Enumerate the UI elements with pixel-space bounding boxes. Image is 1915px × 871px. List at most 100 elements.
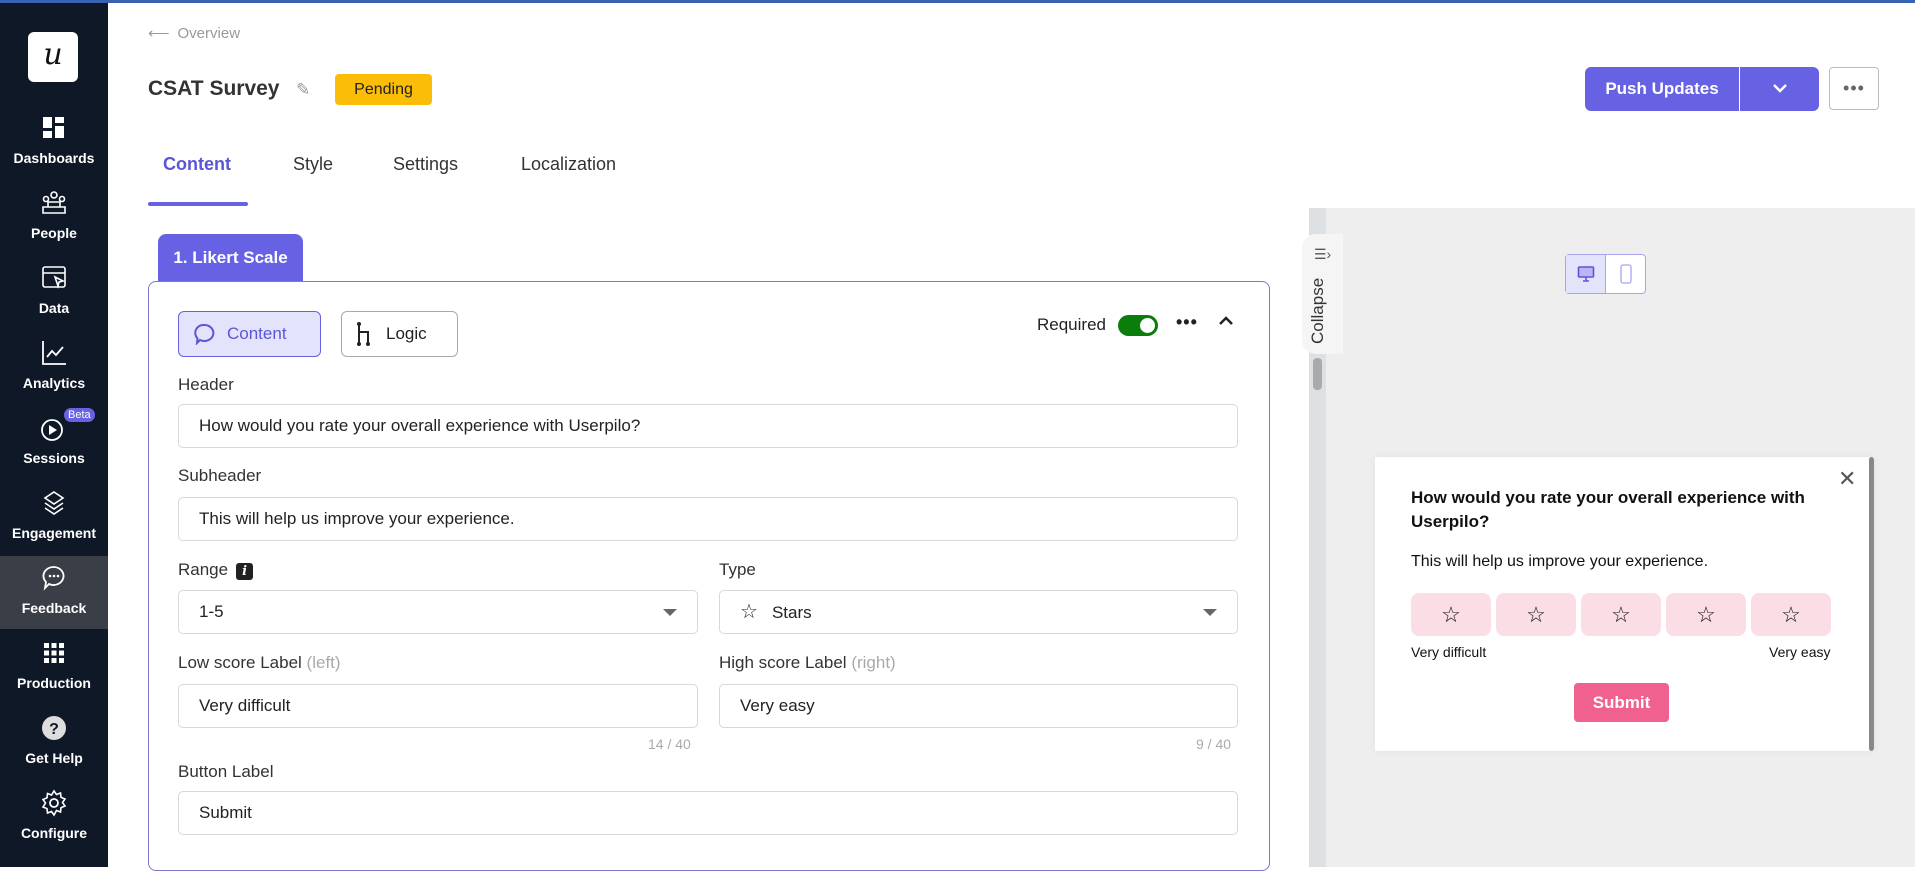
tab-style[interactable]: Style [293, 154, 334, 174]
sidebar-item-label: Data [38, 300, 70, 316]
breadcrumb-overview[interactable]: ⟵ Overview [148, 24, 240, 42]
type-label: Type [719, 560, 756, 579]
step-tab-likert-scale[interactable]: 1. Likert Scale [158, 234, 303, 282]
sidebar-item-sessions[interactable]: Beta Sessions [0, 406, 108, 479]
sidebar-item-engagement[interactable]: Engagement [0, 481, 108, 554]
range-label-row: Range i [178, 560, 254, 580]
rating-star-1[interactable]: ☆ [1411, 593, 1491, 636]
help-icon: ? [42, 716, 66, 740]
dashboard-icon [43, 117, 64, 138]
step-more-icon[interactable]: ••• [1176, 312, 1198, 332]
caret-down-icon [663, 609, 677, 616]
preview-low-label: Very difficult [1411, 644, 1487, 660]
push-updates-button[interactable]: Push Updates [1585, 67, 1740, 111]
sidebar-item-label: Engagement [11, 525, 96, 541]
rating-star-5[interactable]: ☆ [1751, 593, 1831, 636]
chevron-down-icon [1772, 84, 1787, 93]
sidebar-item-label: Configure [20, 825, 88, 841]
type-select[interactable]: ☆ Stars [719, 590, 1238, 634]
rating-star-2[interactable]: ☆ [1496, 593, 1576, 636]
tab-content[interactable]: Content [163, 154, 231, 174]
header-input[interactable]: How would you rate your overall experien… [178, 404, 1238, 448]
low-score-input[interactable]: Very difficult [178, 684, 698, 728]
scrollbar-thumb[interactable] [1313, 358, 1322, 390]
sidebar-item-label: Feedback [21, 600, 87, 616]
sidebar-item-feedback[interactable]: Feedback [0, 556, 108, 629]
button-label-label: Button Label [178, 762, 274, 781]
rating-star-3[interactable]: ☆ [1581, 593, 1661, 636]
content-mode-button[interactable]: Content [178, 311, 321, 357]
sidebar-item-label: Get Help [25, 750, 83, 766]
preview-scrollbar[interactable] [1869, 457, 1874, 751]
play-icon [41, 419, 63, 441]
range-label: Range [178, 560, 229, 579]
preview-submit-button[interactable]: Submit [1574, 683, 1669, 722]
grid-icon [44, 643, 64, 663]
rating-star-4[interactable]: ☆ [1666, 593, 1746, 636]
low-score-label: Low score Label (left) [178, 653, 341, 672]
breadcrumb-label: Overview [177, 25, 241, 42]
sidebar-item-analytics[interactable]: Analytics [0, 331, 108, 404]
active-tab-indicator [148, 202, 248, 206]
page-title: CSAT Survey [148, 77, 280, 100]
gear-icon [41, 789, 67, 817]
range-select[interactable]: 1-5 [178, 590, 698, 634]
analytics-icon [42, 341, 66, 365]
edit-pencil-icon[interactable]: ✎ [296, 80, 311, 99]
type-value: Stars [771, 603, 812, 622]
sidebar-item-label: Analytics [22, 375, 86, 391]
menu-chevron-right-icon: ☰› [1314, 246, 1332, 262]
chevron-up-icon[interactable] [1218, 310, 1234, 331]
arrow-left-icon: ⟵ [148, 25, 170, 42]
high-score-label: High score Label (right) [719, 653, 896, 672]
content-mode-label: Content [227, 324, 287, 343]
high-score-counter: 9 / 40 [1196, 736, 1232, 752]
range-value: 1-5 [199, 602, 224, 621]
collapse-label: Collapse [1308, 277, 1327, 344]
preview-title: How would you rate your overall experien… [1411, 488, 1805, 531]
info-icon[interactable]: i [236, 563, 254, 580]
userpilot-logo[interactable]: u [28, 32, 78, 82]
sidebar: u Dashboards People Data Analytics Beta Sessi… [0, 3, 108, 867]
mobile-icon [1619, 264, 1632, 284]
push-updates-dropdown[interactable] [1740, 67, 1819, 111]
subheader-label: Subheader [178, 466, 262, 485]
branch-icon [357, 322, 370, 346]
logic-mode-button[interactable]: Logic [341, 311, 458, 357]
required-toggle[interactable] [1118, 315, 1158, 336]
collapse-panel-button[interactable]: ☰› Collapse [1302, 234, 1343, 354]
sidebar-item-label: Sessions [23, 450, 85, 466]
high-score-input[interactable]: Very easy [719, 684, 1238, 728]
low-score-counter: 14 / 40 [648, 736, 691, 752]
more-options-button[interactable]: ••• [1829, 67, 1879, 110]
tab-localization[interactable]: Localization [521, 154, 617, 174]
star-icon: ☆ [740, 601, 758, 623]
chat-icon [42, 566, 65, 591]
sidebar-item-people[interactable]: People [0, 181, 108, 254]
close-icon[interactable]: ✕ [1838, 466, 1857, 491]
status-badge: Pending [335, 74, 432, 105]
layers-icon [43, 491, 65, 515]
sidebar-item-dashboards[interactable]: Dashboards [0, 106, 108, 179]
required-label: Required [1037, 315, 1106, 334]
header-label: Header [178, 375, 234, 394]
preview-high-label: Very easy [1769, 644, 1831, 660]
caret-down-icon [1203, 609, 1217, 616]
data-icon [42, 266, 66, 289]
sidebar-item-label: Production [17, 675, 91, 691]
editor-scrollbar[interactable] [1309, 208, 1326, 867]
sidebar-item-production[interactable]: Production [0, 631, 108, 704]
sidebar-item-label: People [31, 225, 77, 241]
sidebar-item-data[interactable]: Data [0, 256, 108, 329]
mobile-view-button[interactable] [1606, 255, 1645, 293]
sidebar-item-get-help[interactable]: ? Get Help [0, 706, 108, 779]
preview-subtitle: This will help us improve your experienc… [1411, 553, 1709, 570]
desktop-view-button[interactable] [1566, 255, 1606, 293]
desktop-icon [1577, 266, 1594, 282]
sidebar-item-configure[interactable]: Configure [0, 781, 108, 854]
top-border [0, 0, 1915, 3]
button-label-input[interactable]: Submit [178, 791, 1238, 835]
svg-text:?: ? [49, 721, 59, 738]
subheader-input[interactable]: This will help us improve your experienc… [178, 497, 1238, 541]
tab-settings[interactable]: Settings [393, 154, 459, 174]
